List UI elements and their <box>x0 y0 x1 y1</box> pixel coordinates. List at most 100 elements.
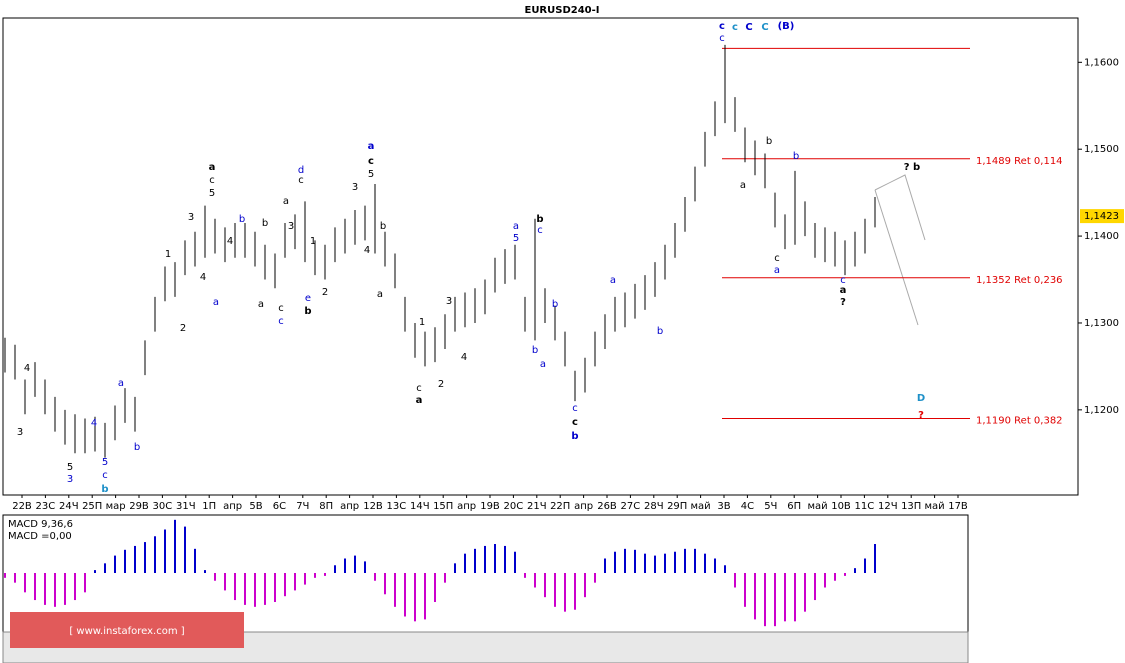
macd-bar <box>454 563 456 573</box>
wave-label: a <box>774 265 780 276</box>
macd-bar <box>584 573 586 598</box>
wave-label: c <box>278 316 284 327</box>
watermark-box <box>10 612 244 648</box>
wave-label: b <box>304 306 311 317</box>
macd-bar <box>264 573 266 605</box>
wave-label: 2 <box>438 379 444 390</box>
last-price-label: 1,1423 <box>1084 211 1119 222</box>
macd-bar <box>854 568 856 573</box>
wave-label: a <box>377 289 383 300</box>
x-tick-label: 10В <box>831 501 851 512</box>
x-tick-label: май <box>691 501 711 512</box>
x-tick-label: 27С <box>621 501 641 512</box>
wave-label: b <box>793 151 799 162</box>
level-label: 1,1352 Ret 0,236 <box>976 275 1063 286</box>
macd-bar <box>84 573 86 593</box>
wave-label: 5 <box>209 188 215 199</box>
macd-bar <box>364 561 366 573</box>
macd-bar <box>74 573 76 601</box>
wave-label: 1 <box>419 317 425 328</box>
wave-label: 3 <box>446 296 452 307</box>
x-tick-label: 21Ч <box>527 501 547 512</box>
projection-line <box>874 189 919 326</box>
wave-label: a <box>840 285 847 296</box>
wave-label: 5 <box>67 462 73 473</box>
macd-bar <box>674 551 676 573</box>
macd-bar <box>484 545 486 573</box>
wave-label: a <box>416 395 423 406</box>
macd-bar <box>804 573 806 612</box>
wave-label: 3 <box>17 427 23 438</box>
macd-bar <box>394 573 396 607</box>
macd-bar <box>444 573 446 583</box>
x-tick-label: 12Ч <box>878 501 898 512</box>
macd-bar <box>234 573 236 601</box>
wave-label: c <box>416 383 422 394</box>
macd-label: MACD 9,36,6 <box>8 519 73 530</box>
x-tick-label: май <box>808 501 828 512</box>
macd-bar <box>344 558 346 573</box>
macd-bar <box>614 551 616 573</box>
macd-bar <box>874 544 876 573</box>
x-tick-label: 26В <box>597 501 617 512</box>
macd-bar <box>104 563 106 573</box>
wave-label: a <box>283 196 289 207</box>
macd-bar <box>194 548 196 573</box>
macd-bar <box>134 545 136 573</box>
wave-label: C <box>761 22 768 33</box>
wave-label: a <box>610 275 616 286</box>
wave-label: c <box>732 22 738 33</box>
wave-label: a <box>213 297 219 308</box>
y-tick-label: 1,1200 <box>1084 405 1119 416</box>
macd-bar <box>24 573 26 593</box>
x-tick-label: 29П <box>667 501 687 512</box>
macd-bar <box>14 573 16 583</box>
wave-label: b <box>536 214 543 225</box>
wave-label: 5 <box>102 457 108 468</box>
wave-label: d <box>298 165 304 176</box>
wave-label: c <box>209 175 215 186</box>
wave-label: a <box>118 378 124 389</box>
level-label: 1,1190 Ret 0,382 <box>976 416 1063 427</box>
macd-bar <box>834 573 836 581</box>
watermark: [ www.instaforex.com ] <box>69 626 184 637</box>
macd-bar <box>294 573 296 591</box>
x-tick-label: 13С <box>387 501 407 512</box>
macd-bar <box>714 558 716 573</box>
wave-label: 3 <box>288 221 294 232</box>
wave-label: b <box>134 442 140 453</box>
x-tick-label: 5Ч <box>764 501 777 512</box>
wave-label: c <box>102 470 108 481</box>
wave-label: c <box>840 275 846 286</box>
wave-label: a <box>740 180 746 191</box>
projection-line <box>874 174 926 241</box>
wave-label: 1 <box>165 249 171 260</box>
wave-label: c <box>774 253 780 264</box>
wave-label: 5 <box>368 169 374 180</box>
macd-bar <box>164 529 166 573</box>
wave-label: b <box>239 214 245 225</box>
macd-bar <box>324 573 326 576</box>
macd-bar <box>314 573 316 578</box>
chart-title: EURUSD240-I <box>524 5 599 16</box>
wave-label: b <box>552 299 558 310</box>
x-tick-label: 3В <box>717 501 730 512</box>
x-tick-label: 12В <box>363 501 383 512</box>
wave-label: c <box>719 33 725 44</box>
macd-bar <box>534 573 536 588</box>
macd-bar <box>184 526 186 573</box>
macd-bar <box>754 573 756 620</box>
x-tick-label: 15П <box>433 501 453 512</box>
macd-bar <box>704 553 706 573</box>
macd-bar <box>494 544 496 573</box>
macd-bar <box>594 573 596 583</box>
wave-label: ? <box>840 297 846 308</box>
x-tick-label: 5В <box>249 501 262 512</box>
y-tick-label: 1,1400 <box>1084 231 1119 242</box>
wave-label: 4 <box>200 272 206 283</box>
wave-label: b <box>532 345 538 356</box>
macd-bar <box>664 553 666 573</box>
y-tick-label: 1,1600 <box>1084 57 1119 68</box>
macd-bar <box>244 573 246 605</box>
